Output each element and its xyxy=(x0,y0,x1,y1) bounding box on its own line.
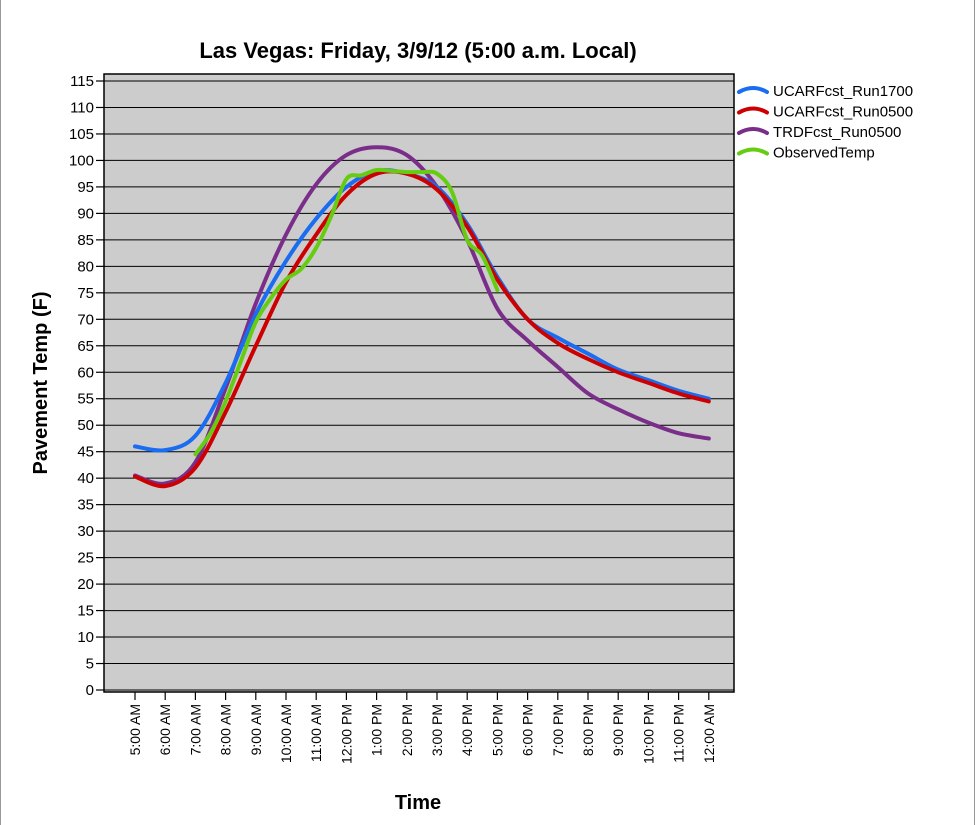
legend-label-ucarfcst-run1700: UCARFcst_Run1700 xyxy=(773,83,913,100)
x-tick-label: 12:00 PM xyxy=(338,704,354,764)
legend-label-ucarfcst-run0500: UCARFcst_Run0500 xyxy=(773,104,913,121)
y-tick-label: 80 xyxy=(77,258,94,275)
x-tick-label: 2:00 PM xyxy=(399,704,415,756)
x-tick-label: 11:00 PM xyxy=(671,704,687,763)
series-line-ucarfcst-run0500 xyxy=(133,169,711,489)
y-tick-label: 55 xyxy=(77,391,94,408)
y-tick-label: 30 xyxy=(77,523,94,540)
x-tick-label: 9:00 AM xyxy=(248,704,264,755)
series-lines xyxy=(133,145,711,489)
x-tick-label: 12:00 AM xyxy=(701,704,717,763)
y-tick-label: 85 xyxy=(77,232,94,249)
y-axis: 0 5 10 15 20 25 30 35 40 45 50 55 60 65 70 75 80 85 90 95 10… xyxy=(69,73,104,699)
y-tick-label: 115 xyxy=(70,73,94,90)
x-tick-label: 6:00 PM xyxy=(520,704,536,756)
y-tick-label: 20 xyxy=(77,576,94,593)
y-tick-label: 95 xyxy=(77,179,94,196)
x-tick-label: 7:00 AM xyxy=(187,704,203,755)
x-tick-label: 1:00 PM xyxy=(369,704,385,756)
y-tick-label: 50 xyxy=(77,417,94,434)
y-tick-label: 25 xyxy=(77,550,94,567)
y-tick-label: 15 xyxy=(77,603,94,620)
chart-title: Las Vegas: Friday, 3/9/12 (5:00 a.m. Loc… xyxy=(199,38,636,63)
legend: UCARFcst_Run1700 UCARFcst_Run0500 TRDFcst_… xyxy=(737,83,913,162)
y-tick-label: 0 xyxy=(86,682,94,699)
series-line-observedtemp xyxy=(193,167,500,457)
legend-label-trdfcst-run0500: TRDFcst_Run0500 xyxy=(773,124,901,141)
y-tick-label: 75 xyxy=(77,285,94,302)
x-tick-label: 8:00 PM xyxy=(580,704,596,756)
legend-swatch-ucarfcst-run1700 xyxy=(737,86,769,94)
x-tick-label: 6:00 AM xyxy=(157,704,173,755)
y-tick-label: 90 xyxy=(77,205,94,222)
y-tick-label: 40 xyxy=(77,470,94,487)
y-tick-label: 110 xyxy=(70,99,94,116)
y-tick-label: 65 xyxy=(77,338,94,355)
x-tick-label: 4:00 PM xyxy=(459,704,475,756)
legend-swatch-ucarfcst-run0500 xyxy=(737,106,769,115)
y-tick-label: 45 xyxy=(77,444,94,461)
x-tick-label: 11:00 AM xyxy=(308,704,324,762)
x-tick-label: 3:00 PM xyxy=(429,704,445,756)
x-tick-label: 5:00 AM xyxy=(127,704,143,755)
legend-swatch-trdfcst-run0500 xyxy=(737,127,769,135)
legend-label-observedtemp: ObservedTemp xyxy=(773,145,875,162)
x-tick-label: 8:00 AM xyxy=(218,704,234,755)
x-tick-label: 9:00 PM xyxy=(610,704,626,756)
x-axis-label: Time xyxy=(395,792,441,814)
x-tick-label: 10:00 PM xyxy=(640,704,656,764)
y-tick-label: 5 xyxy=(86,656,94,673)
y-tick-label: 35 xyxy=(77,497,94,514)
x-tick-label: 7:00 PM xyxy=(550,704,566,756)
y-tick-label: 100 xyxy=(69,152,94,169)
y-tick-label: 60 xyxy=(77,364,94,381)
legend-swatch-observedtemp xyxy=(737,147,769,156)
x-tick-label: 10:00 AM xyxy=(278,704,294,763)
y-tick-label: 10 xyxy=(77,629,94,646)
x-axis: 5:00 AM 6:00 AM 7:00 AM 8:00 AM 9:00 AM 10:00… xyxy=(127,692,717,764)
x-tick-label: 5:00 PM xyxy=(489,704,505,756)
y-axis-label: Pavement Temp (F) xyxy=(30,292,52,475)
y-tick-label: 105 xyxy=(69,126,94,143)
gridlines xyxy=(104,80,734,691)
plot-border xyxy=(103,73,735,693)
y-tick-label: 70 xyxy=(77,311,94,328)
